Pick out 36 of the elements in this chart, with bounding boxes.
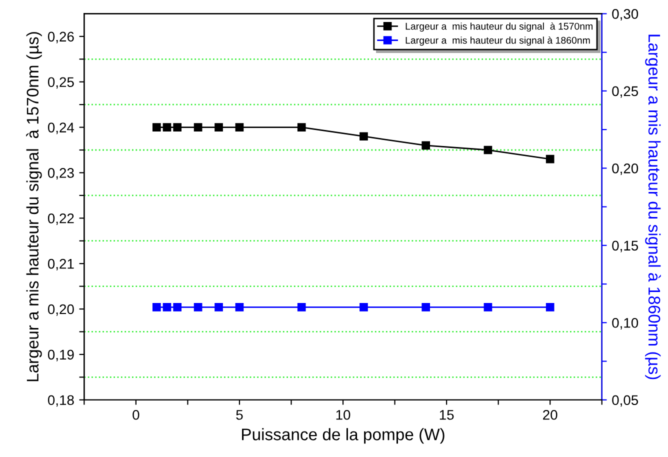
y2-tick-label: 0,15 bbox=[612, 240, 638, 252]
y2-tick-label: 0,30 bbox=[612, 9, 638, 21]
y2-axis-title: Largeur a mis hauteur du signal à 1860nm (µs) bbox=[645, 34, 661, 380]
point bbox=[235, 123, 244, 132]
y2-tick-label: 0,10 bbox=[612, 318, 638, 330]
y-tick-label: 0,24 bbox=[48, 122, 74, 134]
y-tick-label: 0,26 bbox=[48, 32, 74, 44]
point bbox=[484, 146, 492, 154]
point bbox=[297, 123, 306, 132]
y-tick-label: 0,21 bbox=[48, 258, 74, 270]
y-tick-label: 0,23 bbox=[48, 168, 74, 180]
point bbox=[546, 154, 554, 164]
y2-tick-label: 0,05 bbox=[612, 395, 638, 407]
point bbox=[152, 123, 161, 132]
x-tick-label: 10 bbox=[336, 410, 350, 420]
point bbox=[173, 123, 182, 132]
y-tick-label: 0,18 bbox=[48, 395, 74, 407]
y-tick-label: 0,20 bbox=[48, 304, 74, 316]
legend-label: Largeur a mis hauteur du signal à 1860nm bbox=[406, 36, 590, 46]
x-tick-label: 20 bbox=[543, 410, 558, 420]
y-axis-title: Largeur a mis hauteur du signal à 1570nm (µs) bbox=[26, 32, 42, 382]
point bbox=[162, 123, 172, 132]
point bbox=[214, 123, 223, 132]
x-axis-title: Puissance de la pompe (W) bbox=[242, 428, 444, 444]
y2-tick-label: 0,25 bbox=[612, 86, 638, 98]
x-tick-label: 15 bbox=[440, 410, 454, 420]
x-tick-label: 0 bbox=[132, 410, 140, 420]
y-tick-label: 0,22 bbox=[48, 213, 74, 225]
legend-label: Largeur a mis hauteur du signal à 1570nm bbox=[406, 22, 592, 32]
y2-tick-label: 0,20 bbox=[612, 164, 638, 175]
point bbox=[422, 141, 430, 150]
y-tick-label: 0,19 bbox=[48, 350, 74, 362]
y-tick-label: 0,25 bbox=[48, 77, 74, 89]
point bbox=[360, 132, 368, 141]
x-tick-label: 5 bbox=[236, 410, 243, 420]
point bbox=[194, 123, 202, 132]
